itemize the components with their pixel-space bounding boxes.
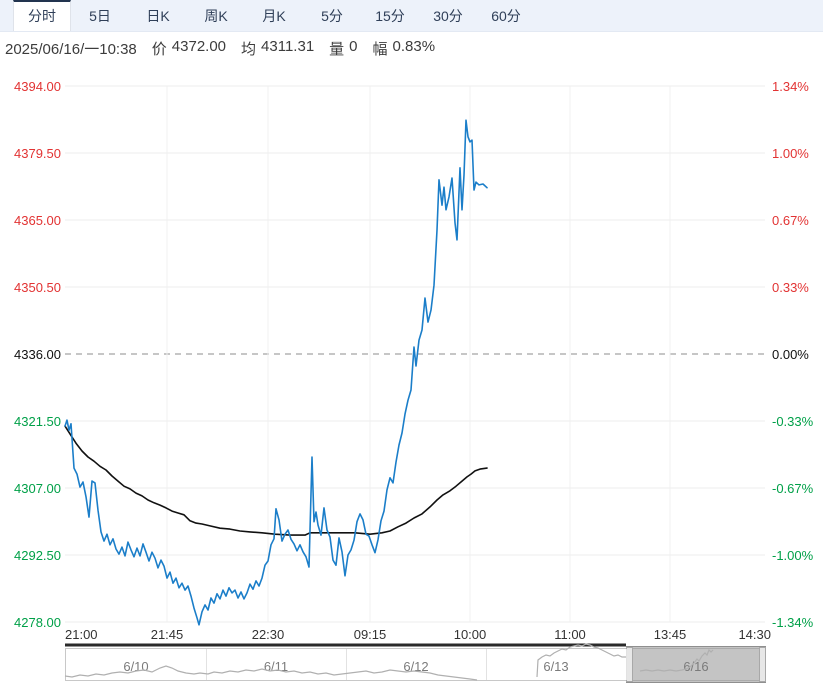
time-tick-label: 21:00 — [65, 627, 98, 642]
quote-price: 价 4372.00 — [152, 38, 226, 60]
navigator-date-label: 6/10 — [123, 659, 149, 674]
percent-tick-label: 1.00% — [772, 146, 809, 161]
navigator-date-label: 6/16 — [683, 659, 709, 674]
price-tick-label: 4365.00 — [14, 213, 61, 228]
quote-average: 均 4311.31 — [241, 38, 314, 60]
time-tick-label: 10:00 — [453, 627, 487, 642]
navigator-date-label: 6/13 — [543, 659, 569, 674]
percent-tick-label: -0.67% — [772, 481, 814, 496]
time-tick-label: 14:30 — [738, 627, 771, 642]
tab-5日[interactable]: 5日 — [89, 8, 111, 24]
price-tick-label: 4379.50 — [14, 146, 61, 161]
percent-tick-label: 0.67% — [772, 213, 809, 228]
tab-周K[interactable]: 周K — [204, 8, 228, 24]
navigator-divider — [626, 649, 627, 680]
navigator-divider — [346, 649, 347, 680]
navigator-divider — [486, 649, 487, 680]
period-tabbar: 分时 5日 日K 周K 月K 5分 15分 30分 60分 — [0, 0, 823, 32]
price-tick-label: 4307.00 — [14, 481, 61, 496]
percent-tick-label: 1.34% — [772, 79, 809, 94]
navigator-divider — [206, 649, 207, 680]
percent-tick-label: 0.33% — [772, 280, 809, 295]
amplitude-label: 幅 — [372, 41, 388, 58]
tab-30分[interactable]: 30分 — [433, 8, 463, 24]
price-tick-label: 4321.50 — [14, 414, 61, 429]
tab-15分[interactable]: 15分 — [375, 8, 405, 24]
price-tick-label: 4350.50 — [14, 280, 61, 295]
volume-value: 0 — [349, 38, 358, 55]
quote-amplitude: 幅 0.83% — [373, 38, 436, 60]
volume-label: 量 — [329, 41, 345, 58]
percent-tick-label: -1.00% — [772, 548, 814, 563]
tab-日K[interactable]: 日K — [146, 8, 170, 24]
tab-5分[interactable]: 5分 — [321, 8, 343, 24]
avg-value: 4311.31 — [261, 38, 315, 55]
navigator-right-handle[interactable] — [759, 647, 766, 682]
quote-datetime: 2025/06/16/一10:38 — [5, 41, 137, 58]
navigator-date-label: 6/12 — [403, 659, 429, 674]
time-tick-label: 13:45 — [653, 627, 687, 642]
tab-月K[interactable]: 月K — [262, 8, 286, 24]
percent-tick-label: 0.00% — [772, 347, 809, 362]
main-chart-plot[interactable] — [65, 78, 765, 645]
avg-label: 均 — [241, 41, 257, 58]
time-tick-label: 22:30 — [251, 627, 285, 642]
percent-tick-label: -1.34% — [772, 615, 814, 630]
date-navigator[interactable]: 6/10 6/11 6/12 6/13 6/16 — [65, 646, 766, 683]
price-tick-label: 4292.50 — [14, 548, 61, 563]
tab-分时[interactable]: 分时 — [13, 0, 71, 31]
price-tick-label: 4278.00 — [14, 615, 61, 630]
quote-volume: 量 0 — [329, 38, 357, 60]
price-label: 价 — [151, 41, 167, 58]
quote-info-bar: 2025/06/16/一10:38 价 4372.00 均 4311.31 量 … — [5, 38, 435, 60]
navigator-date-label: 6/11 — [263, 659, 289, 674]
percent-tick-label: -0.33% — [772, 414, 814, 429]
navigator-left-handle[interactable] — [626, 647, 633, 682]
price-tick-label: 4336.00 — [14, 347, 61, 362]
time-tick-label: 11:00 — [554, 627, 586, 642]
time-tick-label: 09:15 — [353, 627, 387, 642]
amplitude-value: 0.83% — [392, 38, 436, 55]
price-tick-label: 4394.00 — [14, 79, 61, 94]
tab-60分[interactable]: 60分 — [491, 8, 521, 24]
time-tick-label: 21:45 — [150, 627, 184, 642]
price-value: 4372.00 — [171, 38, 227, 55]
